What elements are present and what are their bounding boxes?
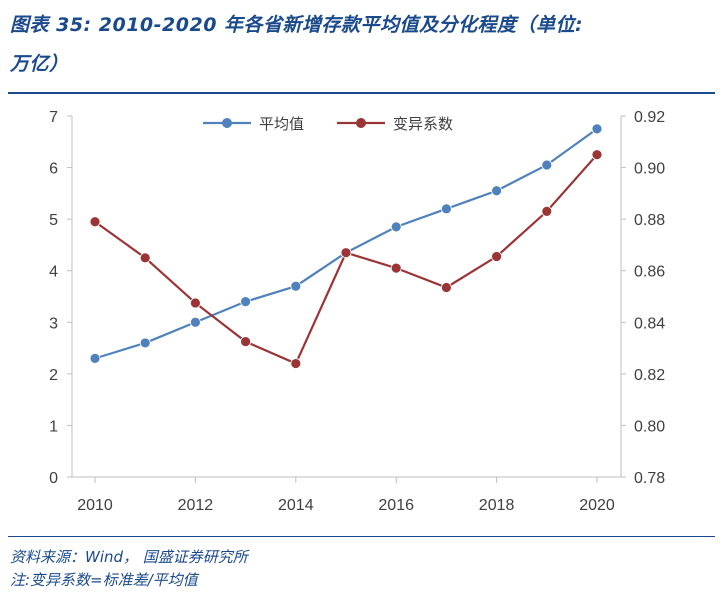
- legend-average-label: 平均值: [259, 115, 304, 133]
- average-series-point: [189, 316, 201, 328]
- y-left-tick-label: 3: [49, 315, 58, 332]
- x-tick-label: 2016: [378, 497, 414, 514]
- average-series-point: [390, 221, 402, 233]
- cv-series-point: [89, 216, 101, 228]
- y-right-tick-label: 0.78: [634, 470, 665, 487]
- x-tick-label: 2010: [77, 497, 113, 514]
- average-series-point: [240, 296, 252, 308]
- average-series-point: [139, 337, 151, 349]
- legend-average-marker: [222, 118, 232, 128]
- average-series-point: [491, 185, 503, 197]
- x-tick-label: 2014: [278, 497, 314, 514]
- source-divider: [8, 536, 715, 537]
- y-right-tick-label: 0.86: [634, 264, 665, 281]
- cv-series-point: [139, 252, 151, 264]
- x-tick-label: 2018: [479, 497, 515, 514]
- y-right-tick-label: 0.82: [634, 367, 665, 384]
- y-left-tick-label: 1: [49, 418, 58, 435]
- y-right-tick-label: 0.92: [634, 109, 665, 126]
- average-series-point: [440, 203, 452, 215]
- y-right-tick-label: 0.84: [634, 315, 665, 332]
- cv-series-point: [340, 247, 352, 259]
- title-divider: [8, 92, 715, 94]
- cv-series-point: [390, 262, 402, 274]
- average-series-point: [591, 123, 603, 135]
- y-left-tick-label: 0: [49, 470, 58, 487]
- source-note: 资料来源：Wind， 国盛证券研究所: [10, 548, 248, 566]
- legend-cv-label: 变异系数: [393, 115, 453, 133]
- y-left-tick-label: 6: [49, 161, 58, 178]
- average-series-point: [541, 159, 553, 171]
- average-series-point: [290, 280, 302, 292]
- line-chart: 0 1 2 3 4 5 6 7 0.78 0.80 0.82 0.84 0.86 0.88 0.90 0.92…: [49, 109, 665, 514]
- y-left-tick-label: 2: [49, 367, 58, 384]
- chart-title-line2: 万亿）: [10, 53, 69, 75]
- chart-title: 图表 35: 2010-2020 年各省新增存款平均值及分化程度（单位: 万亿）: [10, 6, 715, 84]
- legend-cv-marker: [356, 118, 366, 128]
- y-left-tick-label: 4: [49, 264, 58, 281]
- cv-series-point: [591, 149, 603, 161]
- cv-series-point: [491, 251, 503, 262]
- cv-series-point: [290, 358, 302, 369]
- chart-title-line1: 图表 35: 2010-2020 年各省新增存款平均值及分化程度（单位:: [10, 14, 584, 36]
- y-right-tick-label: 0.80: [634, 418, 665, 435]
- cv-series-point: [189, 297, 201, 309]
- cv-series-point: [440, 282, 452, 293]
- average-series-point: [89, 352, 101, 364]
- cv-series-point: [240, 336, 252, 348]
- x-tick-label: 2020: [579, 497, 615, 514]
- y-left-tick-label: 7: [49, 109, 58, 126]
- average-series-line: [94, 127, 598, 360]
- cv-series-point: [541, 206, 553, 217]
- y-right-tick-label: 0.90: [634, 161, 665, 178]
- y-left-tick-label: 5: [49, 212, 58, 229]
- x-tick-label: 2012: [178, 497, 214, 514]
- y-right-tick-label: 0.88: [634, 212, 665, 229]
- formula-note: 注:变异系数=标准差/平均值: [10, 571, 198, 589]
